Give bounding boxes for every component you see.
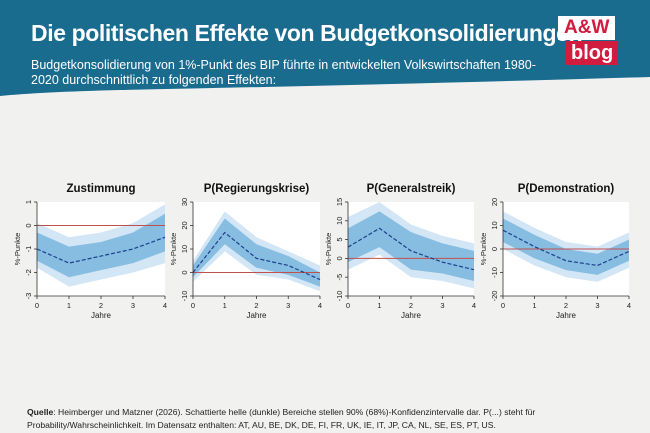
chart-panel-1: Zustimmung -3 -2 -1 0 1 0 1 2 3 4 Jahre %-Punkte	[13, 183, 167, 320]
logo-top-text: A&W	[558, 16, 616, 40]
chart-panel-3: P(Generalstreik) -10 -5 0 5 10 15 0 1 2 3 4 Jahre %-P…	[324, 183, 476, 320]
x-tick-label: 2	[254, 301, 258, 310]
chart-panel-4: P(Demonstration) -20 -10 0 10 20 0 1 2 3 4 Jahre %-P…	[479, 183, 631, 320]
ci68-band	[193, 218, 320, 287]
x-tick-label: 2	[409, 301, 413, 310]
x-tick-label: 0	[35, 301, 39, 310]
x-axis-label: Jahre	[246, 311, 267, 320]
ci68-band	[503, 218, 629, 275]
estimate-line	[36, 236, 166, 264]
y-tick-label: -10	[180, 291, 189, 302]
y-axis-label: %-Punkte	[169, 233, 178, 266]
x-tick-label: 0	[191, 301, 195, 310]
logo-bottom-text: blog	[566, 41, 619, 65]
x-tick-label: 1	[223, 301, 227, 310]
x-tick-label: 1	[67, 301, 71, 310]
page-subtitle: Budgetkonsolidierung von 1%-Punkt des BI…	[31, 58, 536, 87]
footnote: Quelle: Heimberger und Matzner (2026). S…	[27, 406, 627, 431]
x-tick-label: 3	[286, 301, 290, 310]
y-tick-label: 20	[180, 221, 189, 229]
x-tick-label: 0	[346, 301, 350, 310]
y-tick-label: -2	[24, 269, 33, 276]
y-tick-label: -10	[335, 291, 344, 302]
estimate-line	[192, 231, 321, 281]
y-tick-label: 0	[180, 270, 189, 274]
x-tick-label: 4	[627, 301, 631, 310]
footnote-text: : Heimberger und Matzner (2026). Schatti…	[27, 407, 536, 430]
x-tick-label: 3	[440, 301, 444, 310]
y-tick-label: -1	[24, 246, 33, 253]
x-tick-label: 4	[163, 301, 167, 310]
y-tick-label: 1	[24, 200, 33, 204]
y-tick-label: -5	[335, 274, 344, 281]
chart-title: P(Regierungskrise)	[204, 183, 310, 195]
x-tick-label: 3	[595, 301, 599, 310]
y-axis-label: %-Punkte	[479, 233, 488, 266]
y-tick-label: -20	[490, 291, 499, 302]
x-axis-label: Jahre	[401, 311, 422, 320]
chart-title: P(Generalstreik)	[367, 183, 456, 195]
estimate-line	[347, 227, 475, 271]
y-tick-label: 0	[24, 223, 33, 227]
x-tick-label: 2	[564, 301, 568, 310]
y-tick-label: 0	[335, 256, 344, 260]
x-tick-label: 2	[99, 301, 103, 310]
x-tick-label: 4	[472, 301, 476, 310]
header-banner: Die politischen Effekte von Budgetkonsol…	[0, 0, 650, 100]
y-tick-label: 10	[490, 221, 499, 229]
y-tick-label: 15	[335, 198, 344, 206]
chart-title: P(Demonstration)	[518, 183, 615, 195]
x-axis-label: Jahre	[556, 311, 577, 320]
y-tick-label: 10	[335, 217, 344, 225]
x-tick-label: 4	[318, 301, 322, 310]
y-tick-label: 20	[490, 198, 499, 206]
charts-area: Zustimmung -3 -2 -1 0 1 0 1 2 3 4 Jahre %-Punkte P(Re…	[0, 178, 650, 338]
aw-blog-logo[interactable]: A&W blog	[556, 16, 628, 68]
y-tick-label: -10	[490, 267, 499, 278]
y-axis-label: %-Punkte	[13, 233, 22, 266]
page-title: Die politischen Effekte von Budgetkonsol…	[31, 20, 583, 46]
y-tick-label: 10	[180, 245, 189, 253]
y-tick-label: 0	[490, 247, 499, 251]
x-tick-label: 1	[377, 301, 381, 310]
y-tick-label: 30	[180, 198, 189, 206]
y-tick-label: -3	[24, 293, 33, 300]
chart-title: Zustimmung	[67, 183, 136, 195]
x-tick-label: 1	[532, 301, 536, 310]
y-axis-label: %-Punkte	[324, 233, 333, 266]
header-background	[0, 0, 650, 96]
x-tick-label: 3	[131, 301, 135, 310]
x-tick-label: 0	[501, 301, 505, 310]
y-tick-label: 5	[335, 238, 344, 242]
x-axis-label: Jahre	[91, 311, 112, 320]
ci68-band	[37, 213, 165, 278]
footnote-label: Quelle	[27, 407, 54, 417]
